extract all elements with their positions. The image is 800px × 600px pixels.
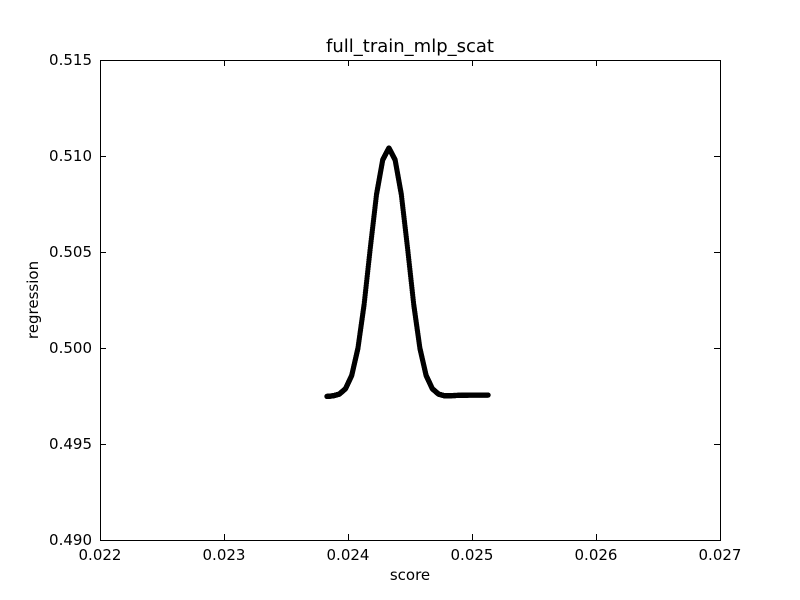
y-tick-label: 0.515 (49, 51, 92, 69)
y-tick-label: 0.490 (49, 531, 92, 549)
data-point (485, 392, 491, 398)
y-axis: 0.490 0.495 0.500 0.505 0.510 0.515 (49, 51, 720, 549)
x-tick-label: 0.025 (451, 546, 494, 564)
y-tick-label: 0.500 (49, 339, 92, 357)
y-tick-label: 0.505 (49, 243, 92, 261)
x-tick-label: 0.024 (327, 546, 370, 564)
y-axis-label: regression (24, 261, 42, 339)
x-tick-label: 0.027 (699, 546, 742, 564)
x-tick-label: 0.026 (575, 546, 618, 564)
x-tick-label: 0.023 (203, 546, 246, 564)
y-tick-label: 0.495 (49, 435, 92, 453)
chart-title: full_train_mlp_scat (326, 36, 494, 57)
x-axis: 0.022 0.023 0.024 0.025 0.026 0.027 (79, 60, 742, 564)
plot-frame (100, 60, 721, 541)
x-axis-label: score (390, 566, 430, 584)
plot-area (324, 145, 491, 399)
series-0 (324, 145, 491, 399)
y-tick-label: 0.510 (49, 147, 92, 165)
x-tick-label: 0.022 (79, 546, 122, 564)
